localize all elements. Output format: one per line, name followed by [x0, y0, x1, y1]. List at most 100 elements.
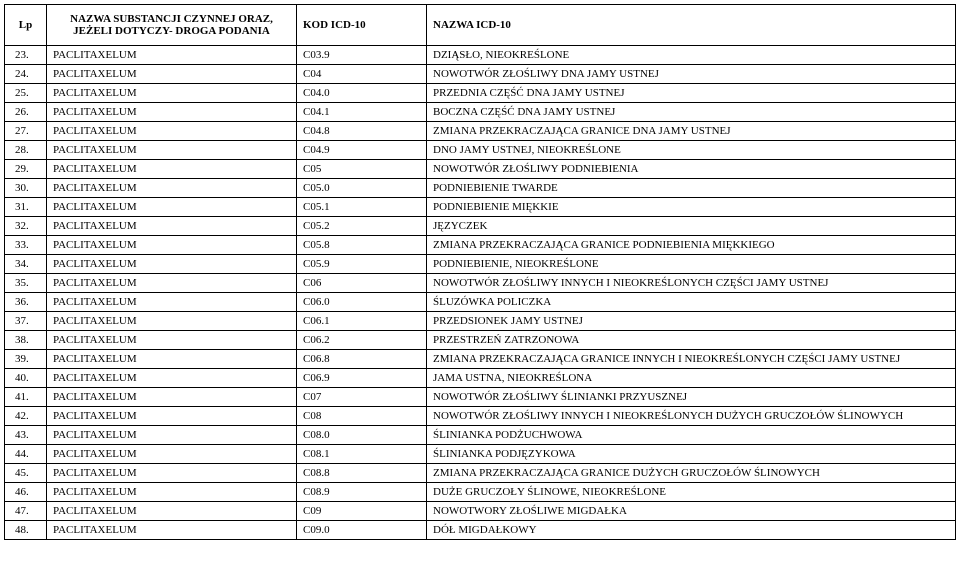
table-row: 28.PACLITAXELUMC04.9DNO JAMY USTNEJ, NIE…	[5, 141, 956, 160]
table-row: 31.PACLITAXELUMC05.1PODNIEBIENIE MIĘKKIE	[5, 198, 956, 217]
cell-lp: 33.	[5, 236, 47, 255]
cell-substance: PACLITAXELUM	[47, 122, 297, 141]
cell-code: C09	[297, 502, 427, 521]
cell-code: C08.1	[297, 445, 427, 464]
cell-desc: ŚLINIANKA PODJĘZYKOWA	[427, 445, 956, 464]
table-row: 45.PACLITAXELUMC08.8ZMIANA PRZEKRACZAJĄC…	[5, 464, 956, 483]
icd-table: Lp NAZWA SUBSTANCJI CZYNNEJ ORAZ, JEŻELI…	[4, 4, 956, 540]
table-row: 44.PACLITAXELUMC08.1ŚLINIANKA PODJĘZYKOW…	[5, 445, 956, 464]
cell-desc: PRZESTRZEŃ ZATRZONOWA	[427, 331, 956, 350]
cell-substance: PACLITAXELUM	[47, 464, 297, 483]
cell-lp: 38.	[5, 331, 47, 350]
cell-desc: NOWOTWÓR ZŁOŚLIWY INNYCH I NIEOKREŚLONYC…	[427, 407, 956, 426]
table-row: 25.PACLITAXELUMC04.0PRZEDNIA CZĘŚĆ DNA J…	[5, 84, 956, 103]
cell-code: C05	[297, 160, 427, 179]
cell-desc: ZMIANA PRZEKRACZAJĄCA GRANICE DUŻYCH GRU…	[427, 464, 956, 483]
cell-lp: 44.	[5, 445, 47, 464]
cell-code: C05.1	[297, 198, 427, 217]
cell-substance: PACLITAXELUM	[47, 255, 297, 274]
table-row: 37.PACLITAXELUMC06.1PRZEDSIONEK JAMY UST…	[5, 312, 956, 331]
cell-code: C05.9	[297, 255, 427, 274]
table-row: 43.PACLITAXELUMC08.0ŚLINIANKA PODŻUCHWOW…	[5, 426, 956, 445]
table-row: 47.PACLITAXELUMC09NOWOTWORY ZŁOŚLIWE MIG…	[5, 502, 956, 521]
cell-lp: 42.	[5, 407, 47, 426]
cell-code: C07	[297, 388, 427, 407]
cell-desc: NOWOTWÓR ZŁOŚLIWY PODNIEBIENIA	[427, 160, 956, 179]
cell-desc: JĘZYCZEK	[427, 217, 956, 236]
cell-code: C06	[297, 274, 427, 293]
table-row: 33.PACLITAXELUMC05.8ZMIANA PRZEKRACZAJĄC…	[5, 236, 956, 255]
table-row: 30.PACLITAXELUMC05.0PODNIEBIENIE TWARDE	[5, 179, 956, 198]
cell-desc: PRZEDNIA CZĘŚĆ DNA JAMY USTNEJ	[427, 84, 956, 103]
cell-lp: 41.	[5, 388, 47, 407]
cell-desc: PRZEDSIONEK JAMY USTNEJ	[427, 312, 956, 331]
cell-lp: 45.	[5, 464, 47, 483]
table-row: 34.PACLITAXELUMC05.9PODNIEBIENIE, NIEOKR…	[5, 255, 956, 274]
cell-substance: PACLITAXELUM	[47, 369, 297, 388]
cell-code: C06.1	[297, 312, 427, 331]
cell-code: C08.9	[297, 483, 427, 502]
cell-desc: ŚLUZÓWKA POLICZKA	[427, 293, 956, 312]
cell-desc: PODNIEBIENIE TWARDE	[427, 179, 956, 198]
cell-desc: ZMIANA PRZEKRACZAJĄCA GRANICE PODNIEBIEN…	[427, 236, 956, 255]
cell-lp: 23.	[5, 46, 47, 65]
cell-substance: PACLITAXELUM	[47, 483, 297, 502]
cell-code: C05.8	[297, 236, 427, 255]
header-substance: NAZWA SUBSTANCJI CZYNNEJ ORAZ, JEŻELI DO…	[47, 5, 297, 46]
cell-lp: 36.	[5, 293, 47, 312]
cell-substance: PACLITAXELUM	[47, 502, 297, 521]
cell-lp: 24.	[5, 65, 47, 84]
cell-lp: 39.	[5, 350, 47, 369]
cell-code: C04	[297, 65, 427, 84]
cell-desc: ŚLINIANKA PODŻUCHWOWA	[427, 426, 956, 445]
cell-desc: DZIĄSŁO, NIEOKREŚLONE	[427, 46, 956, 65]
header-code: KOD ICD-10	[297, 5, 427, 46]
cell-substance: PACLITAXELUM	[47, 46, 297, 65]
cell-lp: 48.	[5, 521, 47, 540]
cell-substance: PACLITAXELUM	[47, 236, 297, 255]
cell-code: C04.1	[297, 103, 427, 122]
cell-lp: 35.	[5, 274, 47, 293]
cell-lp: 46.	[5, 483, 47, 502]
cell-desc: NOWOTWÓR ZŁOŚLIWY ŚLINIANKI PRZYUSZNEJ	[427, 388, 956, 407]
cell-lp: 29.	[5, 160, 47, 179]
cell-substance: PACLITAXELUM	[47, 331, 297, 350]
cell-lp: 32.	[5, 217, 47, 236]
cell-desc: ZMIANA PRZEKRACZAJĄCA GRANICE DNA JAMY U…	[427, 122, 956, 141]
cell-code: C09.0	[297, 521, 427, 540]
cell-lp: 27.	[5, 122, 47, 141]
cell-substance: PACLITAXELUM	[47, 521, 297, 540]
cell-lp: 31.	[5, 198, 47, 217]
table-header: Lp NAZWA SUBSTANCJI CZYNNEJ ORAZ, JEŻELI…	[5, 5, 956, 46]
cell-desc: NOWOTWÓR ZŁOŚLIWY DNA JAMY USTNEJ	[427, 65, 956, 84]
header-desc: NAZWA ICD-10	[427, 5, 956, 46]
cell-code: C05.0	[297, 179, 427, 198]
cell-substance: PACLITAXELUM	[47, 217, 297, 236]
table-row: 42.PACLITAXELUMC08NOWOTWÓR ZŁOŚLIWY INNY…	[5, 407, 956, 426]
cell-substance: PACLITAXELUM	[47, 103, 297, 122]
table-row: 29.PACLITAXELUMC05NOWOTWÓR ZŁOŚLIWY PODN…	[5, 160, 956, 179]
table-row: 27.PACLITAXELUMC04.8ZMIANA PRZEKRACZAJĄC…	[5, 122, 956, 141]
cell-substance: PACLITAXELUM	[47, 407, 297, 426]
table-body: 23.PACLITAXELUMC03.9DZIĄSŁO, NIEOKREŚLON…	[5, 46, 956, 540]
cell-substance: PACLITAXELUM	[47, 426, 297, 445]
cell-lp: 43.	[5, 426, 47, 445]
cell-code: C04.9	[297, 141, 427, 160]
cell-substance: PACLITAXELUM	[47, 293, 297, 312]
cell-lp: 40.	[5, 369, 47, 388]
table-row: 26.PACLITAXELUMC04.1BOCZNA CZĘŚĆ DNA JAM…	[5, 103, 956, 122]
cell-code: C05.2	[297, 217, 427, 236]
table-row: 40.PACLITAXELUMC06.9JAMA USTNA, NIEOKREŚ…	[5, 369, 956, 388]
cell-code: C04.8	[297, 122, 427, 141]
cell-code: C06.9	[297, 369, 427, 388]
cell-code: C04.0	[297, 84, 427, 103]
cell-desc: NOWOTWORY ZŁOŚLIWE MIGDAŁKA	[427, 502, 956, 521]
cell-code: C06.2	[297, 331, 427, 350]
cell-lp: 34.	[5, 255, 47, 274]
cell-desc: BOCZNA CZĘŚĆ DNA JAMY USTNEJ	[427, 103, 956, 122]
cell-substance: PACLITAXELUM	[47, 179, 297, 198]
cell-lp: 28.	[5, 141, 47, 160]
header-lp: Lp	[5, 5, 47, 46]
cell-desc: PODNIEBIENIE MIĘKKIE	[427, 198, 956, 217]
cell-lp: 37.	[5, 312, 47, 331]
